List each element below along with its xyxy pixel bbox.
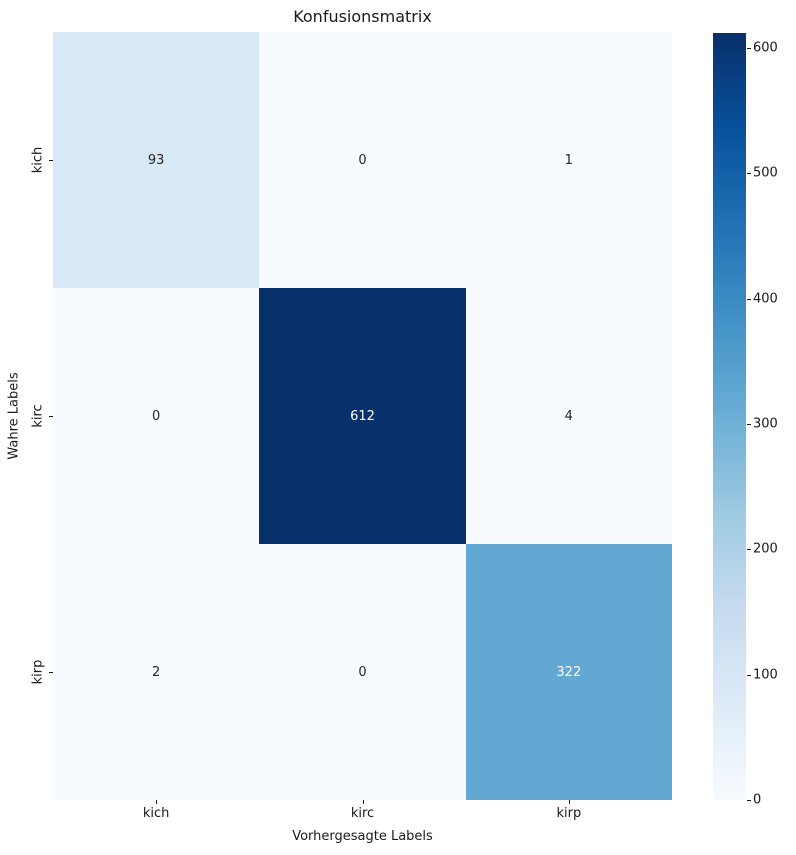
cell-value: 0 — [358, 664, 367, 680]
y-tick-mark — [49, 160, 53, 161]
y-tick-label-kich: kich — [30, 146, 46, 174]
colorbar-tick-mark — [747, 48, 751, 50]
heatmap-cell-kirp-kirp: 322 — [465, 544, 672, 800]
colorbar-tick-mark — [747, 674, 751, 676]
y-tick-label-kirp: kirp — [30, 659, 46, 685]
colorbar-tick-mark — [747, 549, 751, 551]
cell-value: 612 — [350, 408, 375, 424]
cell-value: 0 — [358, 152, 367, 168]
cell-value: 4 — [564, 408, 573, 424]
chart-title: Konfusionsmatrix — [293, 7, 432, 26]
x-tick-label-kich: kich — [142, 806, 170, 821]
colorbar-tick-label: 300 — [753, 416, 778, 432]
cell-value: 93 — [147, 152, 165, 168]
y-tick-mark — [49, 672, 53, 673]
heatmap-cell-kich-kirc: 0 — [259, 32, 466, 288]
heatmap-cell-kirc-kirp: 4 — [465, 288, 672, 544]
cell-value: 2 — [152, 664, 161, 680]
y-axis-label: Wahre Labels — [6, 372, 22, 460]
colorbar-tick-mark — [747, 800, 751, 801]
heatmap-cell-kirp-kirc: 0 — [259, 544, 466, 800]
cell-value: 0 — [152, 408, 161, 424]
colorbar — [713, 33, 746, 800]
y-tick-mark — [49, 416, 53, 417]
colorbar-tick-label: 600 — [753, 40, 778, 56]
x-axis-label: Vorhergesagte Labels — [292, 829, 433, 844]
cell-value: 322 — [556, 664, 582, 680]
heatmap-cell-kich-kirp: 1 — [465, 32, 672, 288]
heatmap-cell-kirc-kirc: 612 — [259, 288, 466, 544]
x-tick-label-kirp: kirp — [556, 806, 582, 821]
colorbar-tick-label: 0 — [753, 792, 762, 808]
colorbar-tick-label: 100 — [753, 667, 778, 683]
x-tick-mark — [362, 800, 364, 804]
heatmap-plot: 93 0 1 0 612 4 2 0 322 — [53, 32, 672, 800]
colorbar-tick-mark — [747, 173, 751, 175]
heatmap-cell-kirp-kich: 2 — [53, 544, 260, 800]
colorbar-tick-mark — [747, 424, 751, 426]
colorbar-tick-label: 200 — [753, 541, 778, 557]
y-tick-label-kirc: kirc — [30, 404, 46, 428]
colorbar-tick-label: 400 — [753, 291, 778, 307]
x-tick-label-kirc: kirc — [350, 806, 375, 821]
x-tick-mark — [568, 800, 570, 804]
heatmap-cell-kich-kich: 93 — [53, 32, 260, 288]
colorbar-tick-mark — [747, 298, 751, 300]
heatmap-cell-kirc-kich: 0 — [53, 288, 260, 544]
x-tick-mark — [156, 800, 158, 804]
cell-value: 1 — [564, 152, 573, 168]
colorbar-tick-label: 500 — [753, 165, 778, 181]
